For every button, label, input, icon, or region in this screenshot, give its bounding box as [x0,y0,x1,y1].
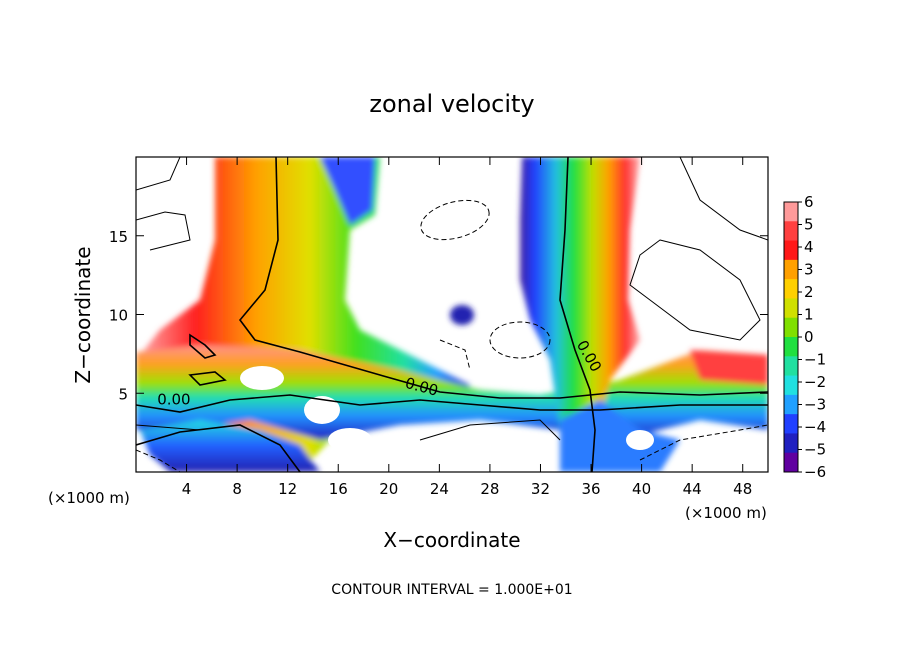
colorbar-swatch [784,317,798,338]
x-tick-label: 8 [232,480,242,498]
x-unit-right: (×1000 m) [685,504,767,522]
x-axis-ticks: 4 8 12 16 20 24 28 32 36 40 44 48 [182,157,752,498]
colorbar-swatch [784,337,798,357]
colorbar-label: 4 [804,238,814,256]
colorbar-label: −1 [804,351,826,369]
x-tick-label: 4 [182,480,192,498]
x-tick-label: 40 [632,480,651,498]
colorbar-label: 5 [804,216,814,234]
colorbar-swatch [784,452,798,473]
colorbar-swatch [784,356,798,377]
x-tick-label: 36 [581,480,600,498]
colorbar-swatch [784,394,798,415]
colorbar-label: 3 [804,261,814,279]
x-tick-label: 28 [480,480,499,498]
x-unit-left: (×1000 m) [48,489,130,507]
colorbar-swatch [784,240,798,261]
chart-title: zonal velocity [369,90,534,118]
x-tick-label: 48 [733,480,752,498]
contour-label: 0.00 [157,390,190,408]
x-axis-title: X−coordinate [383,528,520,552]
colorbar-label: 0 [804,328,814,346]
y-tick-label: 15 [109,228,128,246]
colorbar-swatch [784,279,798,299]
colorbar-label: −3 [804,396,826,414]
x-tick-label: 16 [329,480,348,498]
x-tick-label: 20 [379,480,398,498]
colorbar-label: −6 [804,463,826,481]
colorbar-swatch [784,221,798,242]
colorbar-swatch [784,202,798,222]
colorbar-label: −2 [804,373,826,391]
x-tick-label: 32 [531,480,550,498]
colorbar-label: −5 [804,441,826,459]
x-tick-label: 24 [430,480,449,498]
colorbar: 6 5 4 3 2 1 0 −1 −2 −3 −4 −5 −6 [783,193,826,481]
colorbar-swatch [784,375,798,396]
colorbar-label: −4 [804,418,826,436]
colorbar-label: 1 [804,306,814,324]
velocity-field [136,157,768,472]
y-tick-label: 5 [118,385,128,403]
colorbar-swatch [784,433,798,454]
colorbar-label: 2 [804,283,814,301]
x-tick-label: 44 [683,480,702,498]
colorbar-label: 6 [804,193,814,211]
colorbar-swatch [784,259,798,280]
y-tick-label: 10 [109,307,128,325]
x-tick-label: 12 [278,480,297,498]
contour-interval-note: CONTOUR INTERVAL = 1.000E+01 [331,582,572,598]
y-axis-title: Z−coordinate [71,246,95,383]
y-axis-ticks: 5 10 15 [109,228,768,403]
colorbar-swatch [784,414,798,434]
colorbar-swatch [784,298,798,319]
